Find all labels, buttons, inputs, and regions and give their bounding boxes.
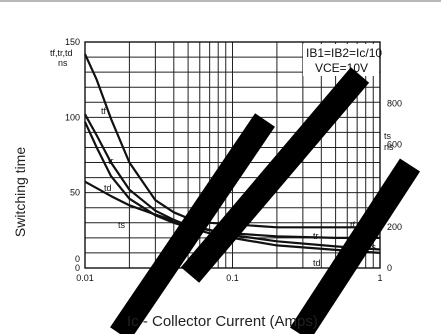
curve-label-tr: tr (313, 231, 319, 241)
curve-labels: tf tf tr tr td td ts ts (101, 106, 377, 268)
curve-label-tf: tf (350, 220, 356, 230)
curve-label-tf: tf (101, 106, 107, 116)
y-tick-label-left: 150 (65, 37, 80, 47)
curve-label-ts: ts (369, 242, 377, 252)
y-tick-label-right: 200 (387, 222, 402, 232)
x-tick-label: 0.01 (76, 273, 94, 283)
curve-label-td: td (313, 258, 321, 268)
plot-frame (84, 41, 381, 269)
watermark-stroke-3 (289, 158, 421, 334)
left-axis-unit-line-2: ns (58, 58, 68, 68)
conditions-box: IB1=IB2=Ic/10 VCE=10V (303, 44, 382, 76)
y-zero-offset-label: 0 (75, 254, 80, 264)
x-tick-label: 1 (377, 273, 382, 283)
condition-line-2: VCE=10V (315, 61, 368, 75)
series-line-tf (83, 53, 380, 229)
conditions-background (303, 44, 379, 76)
curve-label-ts: ts (118, 220, 126, 230)
y-tick-label-left: 0 (75, 263, 80, 273)
right-axis-unit-line-1: ts (384, 131, 392, 141)
watermark-stroke-2 (180, 67, 370, 283)
right-axis-unit-line-2: ns (384, 142, 394, 152)
y-tick-label-right: 600 (387, 140, 402, 150)
condition-line-1: IB1=IB2=Ic/10 (306, 46, 382, 60)
x-axis-title: Ic - Collector Current (Amps) (127, 313, 318, 330)
y-tick-label-left: 100 (65, 112, 80, 122)
left-axis-unit-line-1: tf,tr,td (50, 48, 73, 58)
x-tick-label: 0.1 (226, 273, 239, 283)
watermark (110, 67, 421, 334)
curve-label-td: td (104, 183, 112, 193)
y-tick-label-right: 0 (387, 263, 392, 273)
plot-border (84, 41, 381, 269)
curve-label-tr: tr (108, 156, 114, 166)
y-tick-label-right: 800 (387, 99, 402, 109)
top-rule (0, 0, 441, 2)
y-axis-title: Switching time (12, 146, 28, 238)
watermark-stroke-1 (110, 113, 275, 334)
y-tick-label-left: 50 (70, 188, 80, 198)
